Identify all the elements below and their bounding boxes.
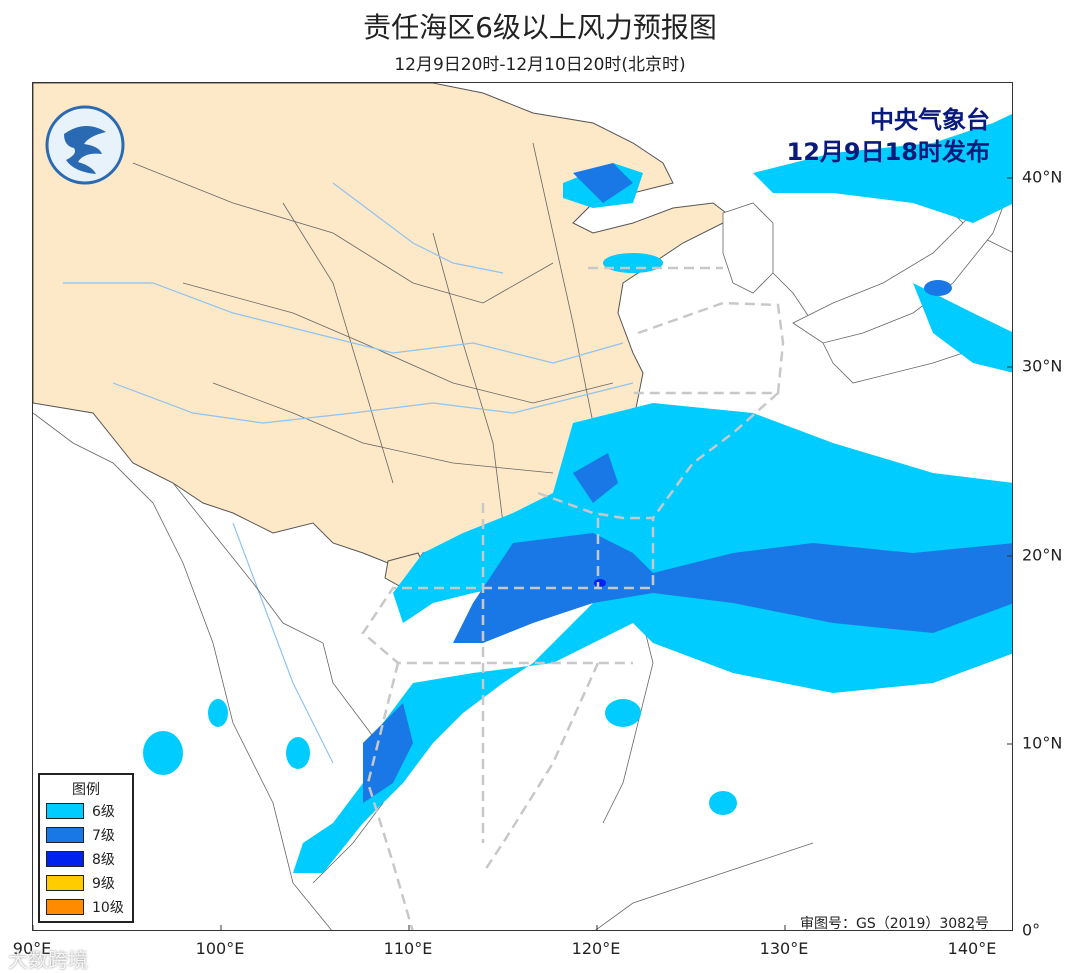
issuer-label: 中央气象台 12月9日18时发布 [787, 104, 991, 168]
lat-tick-label: 0° [1022, 920, 1041, 940]
province-borders [132, 142, 614, 524]
lat-tick-label: 10°N [1022, 733, 1063, 753]
lon-tick-label: 130°E [759, 939, 809, 958]
rivers [63, 182, 634, 764]
lon-tick-label: 100°E [195, 939, 245, 958]
map-canvas [33, 83, 1012, 930]
legend-swatch [46, 803, 84, 819]
legend-label: 10级 [92, 900, 124, 916]
sea-area-boundaries [361, 266, 785, 930]
legend-swatch [46, 875, 84, 891]
legend-label: 8级 [92, 852, 115, 868]
legend-swatch [46, 827, 84, 843]
frame-ticks [33, 177, 1012, 930]
legend-swatch [46, 899, 84, 915]
china-landmass [33, 83, 734, 584]
korea-peninsula [722, 202, 774, 294]
legend-label: 7级 [92, 828, 115, 844]
map-subtitle: 12月9日20时-12月10日20时(北京时) [394, 55, 686, 75]
wind-level6-areas [143, 113, 1012, 873]
legend-item: 10级 [46, 895, 132, 919]
lat-tick-label: 20°N [1022, 545, 1063, 565]
wind-forecast-map [32, 82, 1013, 931]
legend: 图例 6级 7级 8级 9级 10级 [38, 773, 134, 923]
lat-tick-label: 40°N [1022, 167, 1063, 187]
watermark: 大数跨境 [8, 948, 88, 972]
map-approval-number: 审图号：GS（2019）3082号 [800, 916, 989, 932]
issuer-name: 中央气象台 [870, 106, 990, 134]
legend-item: 7级 [46, 823, 132, 847]
lon-tick-label: 110°E [383, 939, 433, 958]
lon-tick-label: 120°E [571, 939, 621, 958]
lon-tick-label: 140°E [947, 939, 997, 958]
issue-time: 12月9日18时发布 [786, 138, 991, 166]
wind-level8-areas [594, 579, 606, 587]
legend-label: 6级 [92, 804, 115, 820]
map-title: 责任海区6级以上风力预报图 [363, 11, 717, 44]
lat-tick-label: 30°N [1022, 356, 1063, 376]
wind-level7-areas [363, 163, 1012, 803]
legend-item: 6级 [46, 799, 132, 823]
legend-title: 图例 [72, 782, 100, 798]
legend-item: 8级 [46, 847, 132, 871]
lon-tick-label: 90°E [12, 939, 52, 958]
cma-logo [45, 105, 125, 185]
legend-swatch [46, 851, 84, 867]
legend-item: 9级 [46, 871, 132, 895]
legend-label: 9级 [92, 876, 115, 892]
